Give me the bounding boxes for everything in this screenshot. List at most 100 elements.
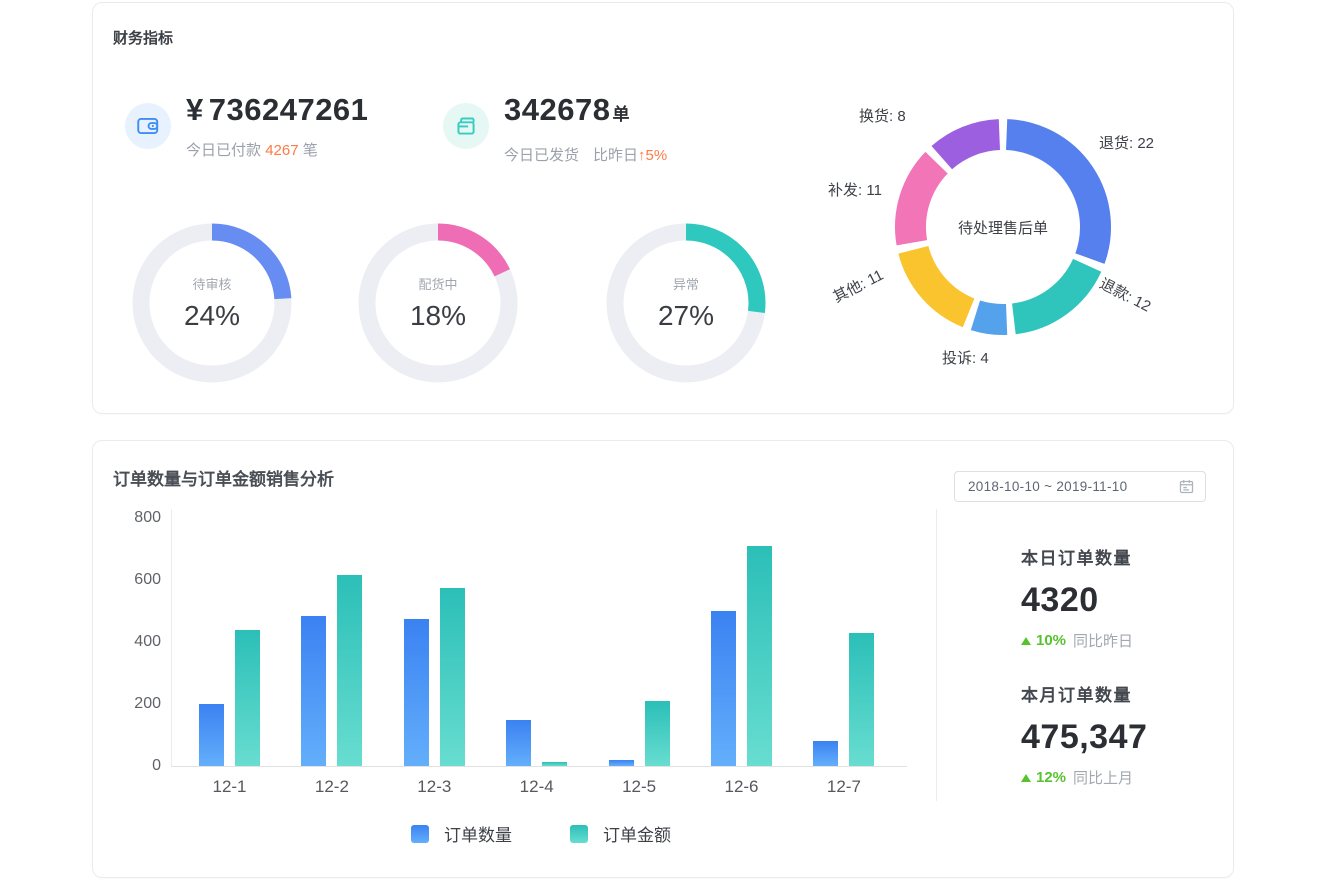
ring-distributing: 配货中 18% — [358, 223, 518, 383]
shipped-unit: 单 — [612, 105, 630, 124]
legend-label: 订单数量 — [444, 826, 512, 845]
summary-value: 475,347 — [1021, 718, 1148, 756]
arrow-up-icon: ↑ — [638, 147, 646, 164]
ring-pending-review-text: 待审核 24% — [132, 223, 292, 383]
ring-abnormal: 异常 27% — [606, 223, 766, 383]
paid-subtitle: 今日已付款 4267 笔 — [186, 139, 368, 160]
finance-card: 财务指标 ¥736247261 今日已付款 4267 笔 — [92, 2, 1234, 414]
bar-series0-12-3 — [403, 618, 429, 766]
x-tick-12-3: 12-3 — [417, 777, 452, 796]
donut-center-label: 待处理售后单 — [957, 219, 1048, 237]
ring-label: 待审核 — [192, 277, 232, 292]
ring-distributing-text: 配货中 18% — [358, 223, 518, 383]
donut-chart-svg — [895, 119, 1111, 335]
wallet-icon — [125, 103, 171, 149]
delta-note: 同比上月 — [1073, 770, 1134, 787]
compare-label: 比昨日 — [593, 147, 639, 164]
donut-segment-4 — [895, 151, 949, 246]
bar-series0-12-5 — [608, 759, 634, 766]
paid-amount: ¥736247261 — [186, 93, 368, 127]
calendar-icon[interactable] — [1178, 478, 1195, 495]
paid-sub-prefix: 今日已付款 — [186, 142, 262, 159]
donut-label-returns: 退货: 22 — [1099, 135, 1155, 152]
legend-swatch-order-count — [411, 824, 429, 843]
bar-series0-12-6 — [711, 611, 736, 766]
x-tick-12-4: 12-4 — [519, 777, 554, 796]
donut-label-others: 其他: 11 — [830, 266, 887, 307]
ring-percent: 18% — [409, 300, 467, 331]
paid-amount-number: 736247261 — [208, 92, 369, 127]
shipped-count: 342678 单 — [504, 93, 667, 132]
bar-series1-12-2 — [337, 575, 363, 766]
ring-pending-review: 待审核 24% — [132, 223, 292, 383]
bar-series1-12-7 — [849, 632, 875, 766]
donut-label-exchange: 换货: 8 — [859, 108, 906, 125]
ring-abnormal-text: 异常 27% — [606, 223, 766, 383]
summary-delta: 12% 同比上月 — [1021, 767, 1231, 788]
x-tick-12-2: 12-2 — [314, 777, 349, 796]
box-icon — [443, 103, 489, 149]
bar-series0-12-4 — [506, 719, 532, 766]
currency-symbol: ¥ — [186, 92, 204, 127]
donut-segment-0 — [1005, 119, 1111, 264]
bar-series0-12-2 — [301, 615, 327, 766]
y-tick-800: 800 — [134, 509, 161, 526]
y-tick-400: 400 — [134, 633, 161, 650]
chart-legend: 订单数量 订单金额 — [171, 821, 911, 846]
bar-series0-12-7 — [813, 741, 839, 766]
orders-card: 订单数量与订单金额销售分析 2018-10-10 ~ 2019-11-10 0 2… — [92, 440, 1234, 878]
date-range-value: 2018-10-10 ~ 2019-11-10 — [968, 479, 1128, 494]
y-tick-600: 600 — [134, 571, 161, 588]
y-tick-200: 200 — [134, 695, 161, 712]
triangle-up-icon — [1021, 773, 1031, 782]
today-orders-summary: 本日订单数量 4320 10% 同比昨日 — [1021, 544, 1231, 651]
shipped-count-number: 342678 — [504, 92, 611, 127]
x-tick-12-7: 12-7 — [826, 777, 861, 796]
shipped-subtitle: 今日已发货 比昨日↑5% — [504, 144, 667, 165]
legend-item-order-amount[interactable]: 订单金额 — [570, 821, 671, 846]
y-axis-line — [171, 509, 172, 766]
delta-note: 同比昨日 — [1073, 633, 1134, 650]
date-range-picker[interactable]: 2018-10-10 ~ 2019-11-10 — [954, 471, 1206, 502]
x-axis-line — [171, 766, 907, 767]
month-orders-summary: 本月订单数量 475,347 12% 同比上月 — [1021, 681, 1231, 788]
ring-label: 异常 — [672, 277, 699, 292]
summary-value: 4320 — [1021, 581, 1099, 619]
delta-percent: 10% — [1036, 632, 1067, 649]
shipped-sub-prefix: 今日已发货 — [504, 147, 580, 164]
vertical-divider — [936, 509, 937, 801]
legend-label: 订单金额 — [603, 826, 671, 845]
donut-label-reship: 补发: 11 — [828, 182, 882, 199]
donut-segment-2 — [970, 300, 1008, 335]
summary-label: 本月订单数量 — [1021, 686, 1132, 705]
x-tick-12-5: 12-5 — [622, 777, 657, 796]
x-tick-12-1: 12-1 — [212, 777, 247, 796]
triangle-up-icon — [1021, 636, 1031, 645]
bar-series0-12-1 — [199, 704, 224, 766]
ring-percent: 27% — [657, 300, 715, 331]
paid-stat: ¥736247261 今日已付款 4267 笔 — [125, 93, 368, 160]
paid-stat-body: ¥736247261 今日已付款 4267 笔 — [186, 93, 368, 160]
legend-item-order-count[interactable]: 订单数量 — [411, 821, 512, 846]
ring-percent: 24% — [183, 300, 241, 331]
donut-segment-3 — [898, 245, 975, 328]
bar-series1-12-1 — [235, 629, 260, 766]
legend-swatch-order-amount — [570, 824, 588, 843]
bar-series1-12-5 — [644, 700, 670, 766]
orders-card-title: 订单数量与订单金额销售分析 — [113, 470, 334, 489]
paid-sub-suffix: 笔 — [302, 142, 318, 159]
shipped-stat-body: 342678 单 今日已发货 比昨日↑5% — [504, 93, 667, 165]
ring-label: 配货中 — [418, 277, 458, 292]
x-tick-12-6: 12-6 — [724, 777, 759, 796]
shipped-delta: 5% — [645, 147, 668, 164]
paid-count: 4267 — [265, 142, 299, 159]
finance-card-title: 财务指标 — [113, 30, 174, 47]
bar-series1-12-4 — [542, 762, 568, 766]
summary-label: 本日订单数量 — [1021, 549, 1132, 568]
donut-segment-5 — [931, 119, 1001, 170]
bar-series1-12-3 — [439, 587, 465, 766]
donut-label-complaints: 投诉: 4 — [942, 350, 989, 367]
y-tick-0: 0 — [152, 757, 161, 774]
summary-delta: 10% 同比昨日 — [1021, 630, 1231, 651]
